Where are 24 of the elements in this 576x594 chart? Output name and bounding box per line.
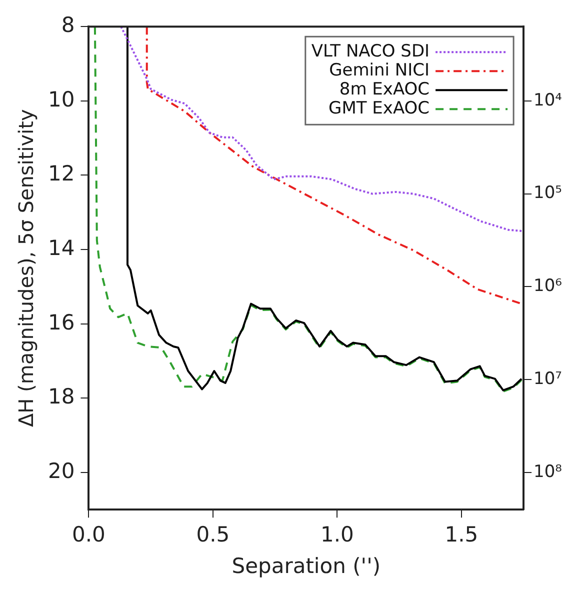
x-tick-label: 1.0 — [320, 522, 354, 547]
y-tick-label: 8 — [61, 13, 75, 38]
y2-tick-label: 10⁸ — [534, 462, 562, 482]
line-series — [120, 26, 523, 232]
y-tick-label: 16 — [48, 310, 75, 334]
line-series — [146, 26, 523, 305]
x-tick-label: 1.5 — [444, 522, 478, 547]
y-axis-title: ΔH (magnitudes), 5σ Sensitivity — [14, 109, 38, 428]
x-tick-label: 0.5 — [196, 522, 230, 547]
y-tick-label: 18 — [48, 384, 75, 409]
x-tick-label: 0.0 — [72, 522, 106, 547]
y2-tick-label: 10⁷ — [534, 369, 562, 390]
y-tick-label: 14 — [48, 236, 75, 260]
y2-tick-label: 10⁶ — [534, 276, 562, 296]
y-tick-label: 20 — [48, 458, 75, 483]
y2-tick-label: 10⁵ — [534, 183, 562, 204]
y-tick-label: 10 — [48, 87, 75, 112]
x-axis-title: Separation ('') — [232, 554, 381, 578]
legend-label: 8m ExAOC — [339, 80, 430, 100]
legend-label: VLT NACO SDI — [311, 42, 430, 62]
y2-tick-label: 10⁴ — [534, 90, 562, 110]
legend-label: Gemini NICI — [329, 60, 430, 81]
y-tick-label: 12 — [48, 162, 75, 186]
legend-label: GMT ExAOC — [328, 98, 430, 119]
